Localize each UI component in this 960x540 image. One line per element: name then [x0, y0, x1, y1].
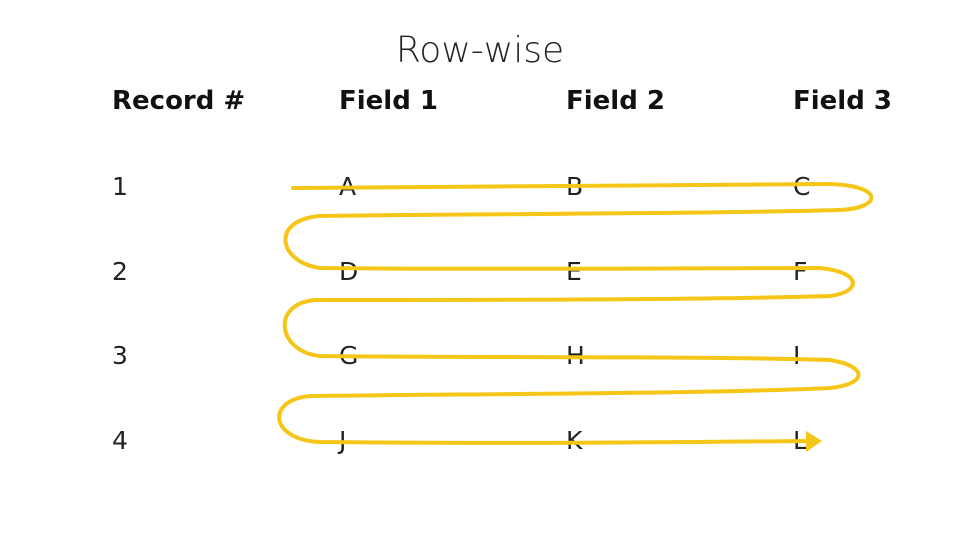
traversal-curve	[277, 182, 874, 445]
record-number-2: 2	[112, 257, 128, 286]
traversal-arrowhead	[806, 431, 822, 452]
record-number-4: 4	[112, 426, 128, 455]
cell-2-1: D	[339, 257, 359, 286]
header-field-1: Field 1	[339, 86, 438, 116]
record-number-3: 3	[112, 341, 128, 370]
header-field-3: Field 3	[793, 86, 892, 116]
cell-2-2: E	[566, 257, 582, 286]
header-record: Record #	[112, 86, 246, 116]
record-number-1: 1	[112, 172, 128, 201]
cell-4-2: K	[566, 426, 583, 455]
slide-title: Row-wise	[395, 30, 565, 71]
cell-1-3: C	[793, 172, 811, 201]
cell-2-3: F	[793, 257, 808, 286]
cell-3-3: I	[793, 341, 801, 370]
header-field-2: Field 2	[566, 86, 665, 116]
